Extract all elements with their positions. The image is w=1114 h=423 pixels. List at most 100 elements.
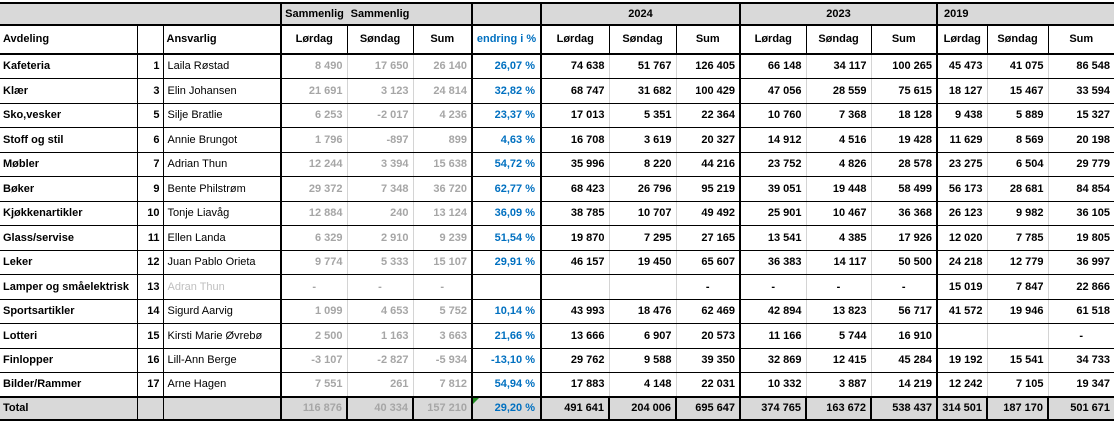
sammenlig-value-cell[interactable]: -897 <box>346 127 413 153</box>
value-2024-cell[interactable]: 35 996 <box>540 152 609 177</box>
sammenlig-value-cell[interactable]: -2 827 <box>346 348 413 373</box>
endring-cell[interactable]: 62,77 % <box>471 176 541 202</box>
value-2023-cell[interactable]: 538 437 <box>870 396 937 421</box>
value-2019-cell[interactable]: 29 779 <box>1047 152 1114 177</box>
value-2024-cell[interactable]: 65 607 <box>675 250 740 275</box>
header-2019-lordag[interactable]: Lørdag <box>936 25 987 55</box>
header-2019-sondag[interactable]: Søndag <box>986 25 1048 55</box>
value-2024-cell[interactable]: 204 006 <box>608 396 676 421</box>
value-2023-cell[interactable]: 39 051 <box>739 176 806 202</box>
value-2024-cell[interactable]: 74 638 <box>540 54 609 79</box>
endring-cell[interactable]: 29,91 % <box>471 250 541 275</box>
value-2024-cell[interactable]: 68 747 <box>540 78 609 104</box>
value-2023-cell[interactable]: 34 117 <box>805 54 871 79</box>
sammenlig-value-cell[interactable]: 9 774 <box>280 250 347 275</box>
header-2024-sondag[interactable]: Søndag <box>608 25 676 55</box>
ansvarlig-cell[interactable]: Kirsti Marie Øvrebø <box>162 323 281 349</box>
value-2019-cell[interactable]: 15 327 <box>1047 103 1114 128</box>
avdeling-cell[interactable]: Lotteri <box>0 323 137 349</box>
value-2019-cell[interactable]: 33 594 <box>1047 78 1114 104</box>
header-2023-sum[interactable]: Sum <box>870 25 937 55</box>
row-number-cell[interactable] <box>136 396 163 421</box>
endring-cell[interactable]: -13,10 % <box>471 348 541 373</box>
sammenlig-value-cell[interactable]: 3 663 <box>412 323 472 349</box>
value-2024-cell[interactable]: 5 351 <box>608 103 676 128</box>
endring-cell[interactable]: 4,63 % <box>471 127 541 153</box>
value-2019-cell[interactable]: 11 629 <box>936 127 987 153</box>
value-2023-cell[interactable]: 16 910 <box>870 323 937 349</box>
avdeling-cell[interactable]: Sko,vesker <box>0 103 137 128</box>
value-2019-cell[interactable]: 36 997 <box>1047 250 1114 275</box>
value-2023-cell[interactable]: 14 219 <box>870 372 937 398</box>
value-2019-cell[interactable]: 56 173 <box>936 176 987 202</box>
value-2024-cell[interactable]: 38 785 <box>540 201 609 226</box>
sammenlig-value-cell[interactable]: 15 107 <box>412 250 472 275</box>
value-2023-cell[interactable]: 13 823 <box>805 299 871 324</box>
value-2024-cell[interactable]: 18 476 <box>608 299 676 324</box>
value-2023-cell[interactable]: - <box>805 274 871 300</box>
value-2023-cell[interactable]: 32 869 <box>739 348 806 373</box>
sammenlig-value-cell[interactable]: 4 653 <box>346 299 413 324</box>
ansvarlig-cell[interactable]: Adran Thun <box>162 274 281 300</box>
endring-cell[interactable] <box>471 274 541 300</box>
sammenlig-value-cell[interactable]: 5 333 <box>346 250 413 275</box>
ansvarlig-cell[interactable]: Bente Philstrøm <box>162 176 281 202</box>
value-2024-cell[interactable]: 126 405 <box>675 54 740 79</box>
value-2019-cell[interactable]: 45 473 <box>936 54 987 79</box>
sammenlig-value-cell[interactable]: 15 638 <box>412 152 472 177</box>
ansvarlig-cell[interactable]: Arne Hagen <box>162 372 281 398</box>
row-number-cell[interactable]: 16 <box>136 348 163 373</box>
value-2023-cell[interactable]: 18 128 <box>870 103 937 128</box>
value-2024-cell[interactable]: 46 157 <box>540 250 609 275</box>
group-header-2019[interactable]: 2019 <box>936 2 1114 26</box>
value-2019-cell[interactable]: 22 866 <box>1047 274 1114 300</box>
sammenlig-value-cell[interactable]: - <box>412 274 472 300</box>
group-header-endring-blank[interactable] <box>471 2 542 26</box>
sammenlig-value-cell[interactable]: -3 107 <box>280 348 347 373</box>
avdeling-cell[interactable]: Møbler <box>0 152 137 177</box>
header-avdeling[interactable]: Avdeling <box>0 25 137 55</box>
value-2019-cell[interactable]: 18 127 <box>936 78 987 104</box>
row-number-cell[interactable]: 9 <box>136 176 163 202</box>
value-2024-cell[interactable] <box>540 274 609 300</box>
header-2024-sum[interactable]: Sum <box>675 25 740 55</box>
sammenlig-value-cell[interactable]: 12 244 <box>280 152 347 177</box>
avdeling-cell[interactable]: Leker <box>0 250 137 275</box>
value-2023-cell[interactable]: 10 332 <box>739 372 806 398</box>
value-2023-cell[interactable]: 28 559 <box>805 78 871 104</box>
row-number-cell[interactable]: 3 <box>136 78 163 104</box>
value-2019-cell[interactable]: - <box>1047 323 1114 349</box>
ansvarlig-cell[interactable]: Elin Johansen <box>162 78 281 104</box>
value-2019-cell[interactable]: 23 275 <box>936 152 987 177</box>
value-2024-cell[interactable]: 39 350 <box>675 348 740 373</box>
value-2023-cell[interactable]: 11 166 <box>739 323 806 349</box>
sammenlig-value-cell[interactable]: 8 490 <box>280 54 347 79</box>
endring-cell[interactable]: 29,20 % <box>471 396 541 421</box>
endring-cell[interactable]: 36,09 % <box>471 201 541 226</box>
avdeling-cell[interactable]: Sportsartikler <box>0 299 137 324</box>
endring-cell[interactable]: 51,54 % <box>471 225 541 251</box>
sammenlig-value-cell[interactable]: 7 551 <box>280 372 347 398</box>
sammenlig-value-cell[interactable]: 2 910 <box>346 225 413 251</box>
value-2023-cell[interactable]: 58 499 <box>870 176 937 202</box>
value-2024-cell[interactable]: 4 148 <box>608 372 676 398</box>
group-header-sammenlig-lordag[interactable]: Sammenlig <box>280 2 347 26</box>
value-2023-cell[interactable]: 19 448 <box>805 176 871 202</box>
ansvarlig-cell[interactable] <box>162 396 281 421</box>
value-2023-cell[interactable]: 14 117 <box>805 250 871 275</box>
value-2019-cell[interactable]: 314 501 <box>936 396 987 421</box>
value-2019-cell[interactable]: 5 889 <box>986 103 1048 128</box>
sammenlig-value-cell[interactable]: -5 934 <box>412 348 472 373</box>
value-2024-cell[interactable] <box>608 274 676 300</box>
value-2019-cell[interactable]: 19 946 <box>986 299 1048 324</box>
ansvarlig-cell[interactable]: Ellen Landa <box>162 225 281 251</box>
value-2024-cell[interactable]: 6 907 <box>608 323 676 349</box>
sammenlig-value-cell[interactable]: 9 239 <box>412 225 472 251</box>
sammenlig-value-cell[interactable]: 1 099 <box>280 299 347 324</box>
value-2019-cell[interactable]: 7 105 <box>986 372 1048 398</box>
value-2023-cell[interactable]: - <box>739 274 806 300</box>
value-2019-cell[interactable]: 12 242 <box>936 372 987 398</box>
value-2019-cell[interactable]: 6 504 <box>986 152 1048 177</box>
endring-cell[interactable]: 21,66 % <box>471 323 541 349</box>
value-2019-cell[interactable]: 36 105 <box>1047 201 1114 226</box>
